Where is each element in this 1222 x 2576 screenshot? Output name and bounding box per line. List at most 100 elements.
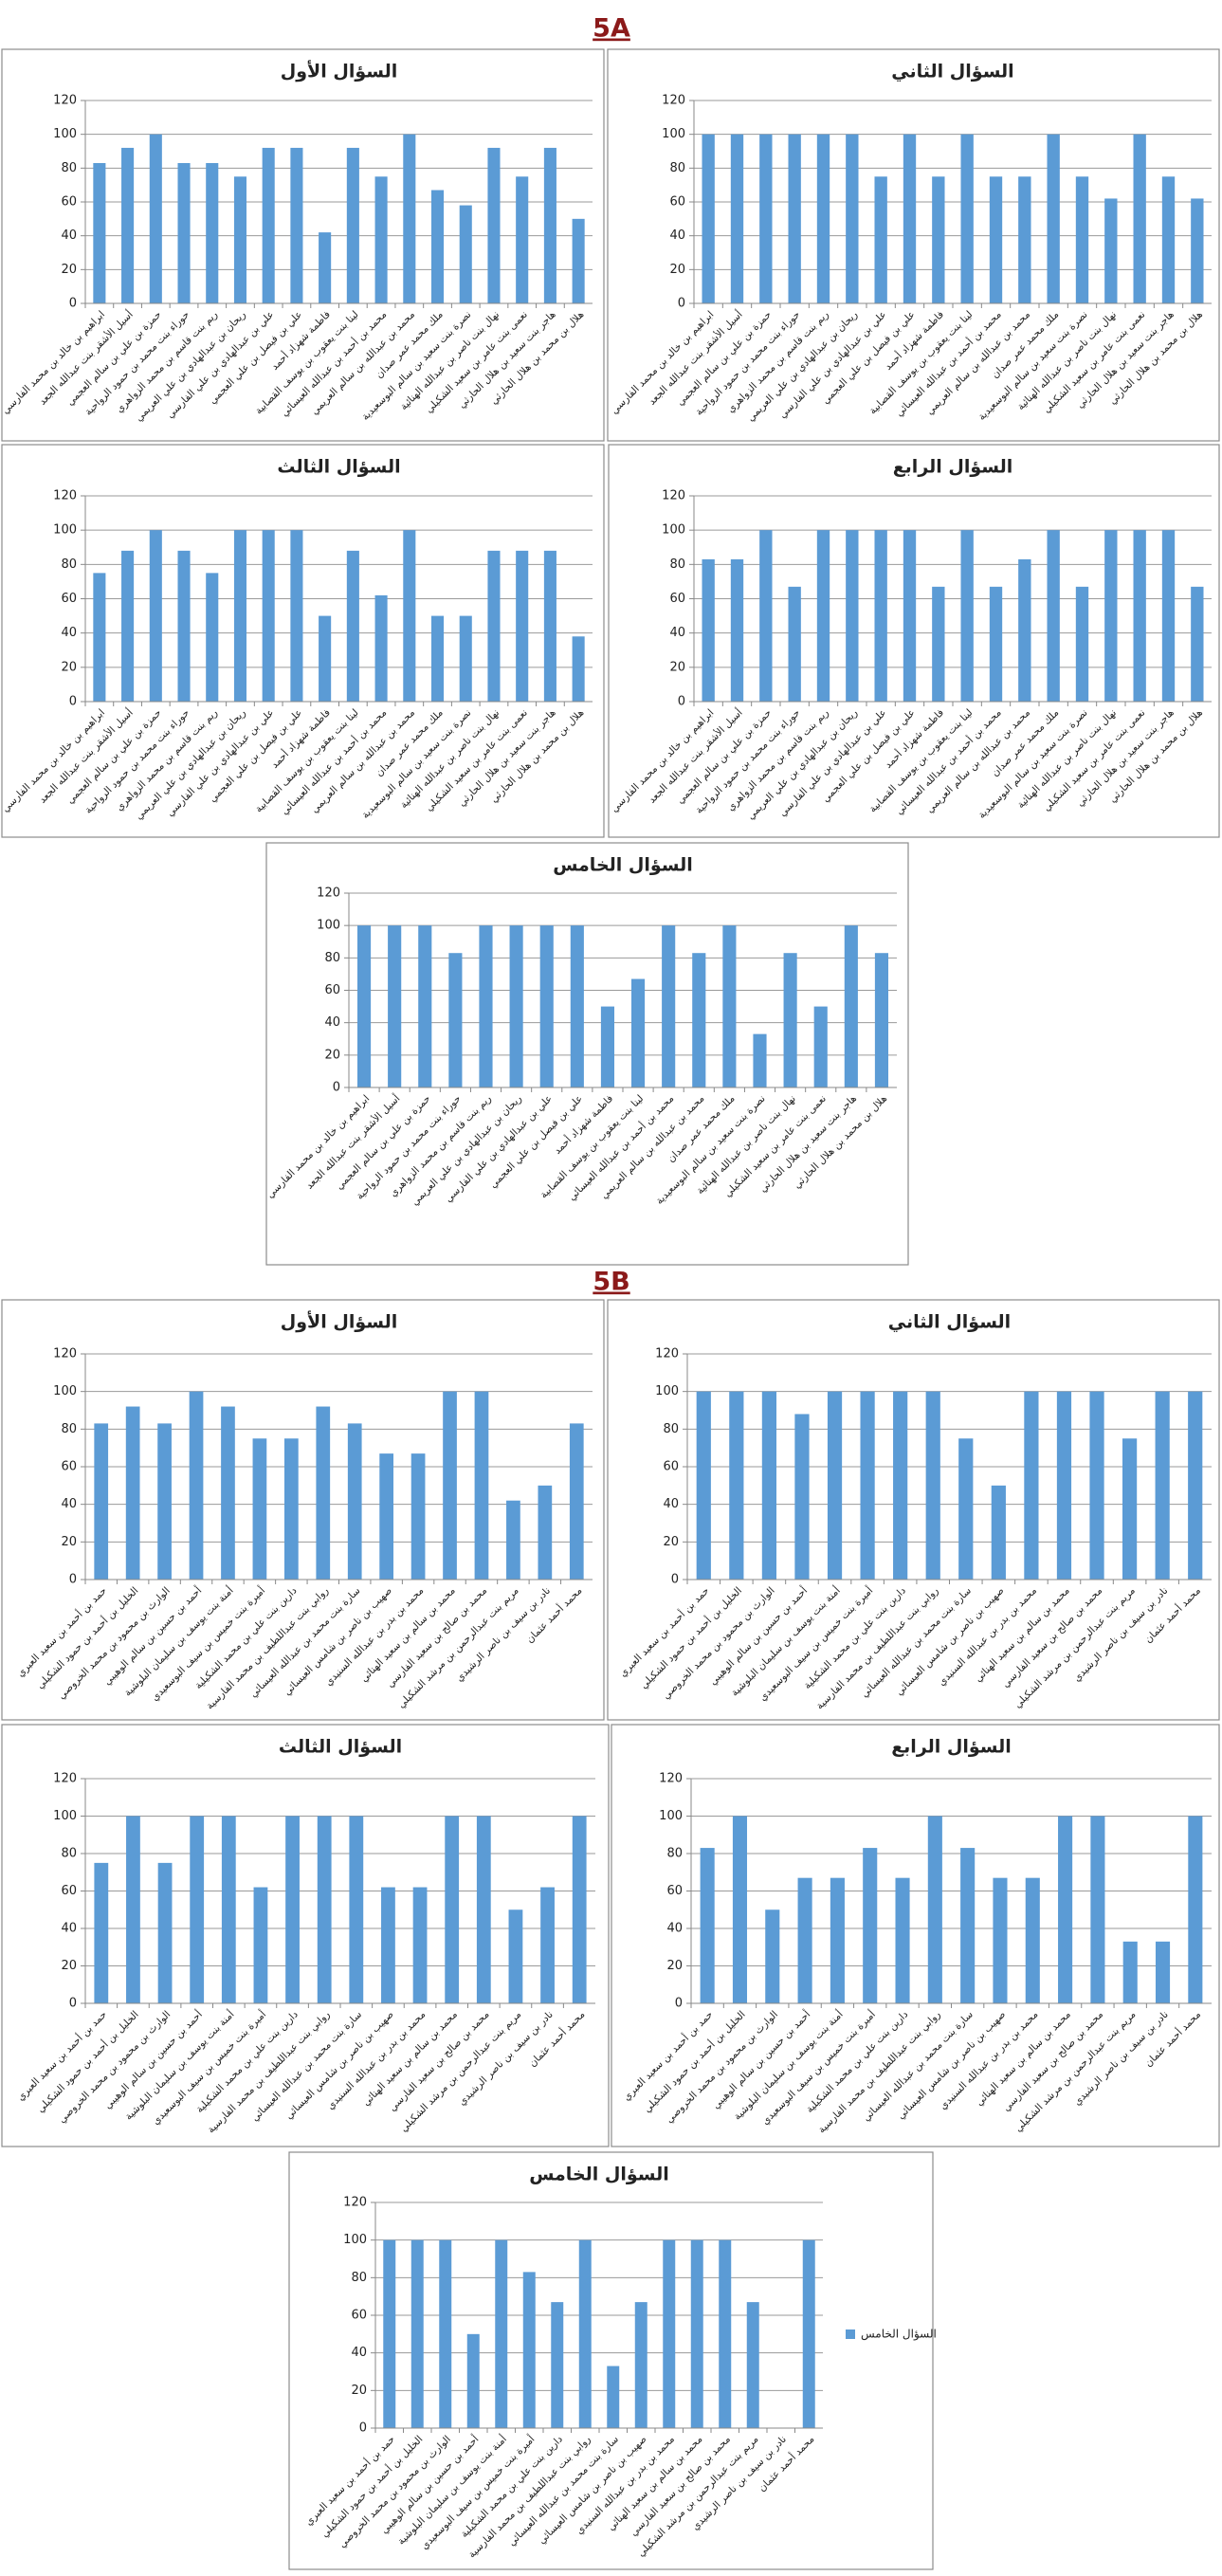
bar <box>1191 586 1204 702</box>
bar <box>874 176 887 303</box>
y-tick-label: 100 <box>659 1809 683 1823</box>
bar <box>753 1033 767 1087</box>
bar <box>379 1453 394 1580</box>
bar <box>374 176 388 303</box>
bar <box>290 147 303 303</box>
y-tick-label: 0 <box>678 695 685 709</box>
bar <box>121 550 135 702</box>
y-tick-label: 80 <box>61 1422 77 1436</box>
bar <box>149 530 162 702</box>
y-tick-label: 0 <box>69 1573 77 1587</box>
bar <box>874 953 889 1087</box>
bar <box>729 1391 744 1580</box>
chart-title: السؤال الأول <box>281 61 397 82</box>
y-tick-label: 80 <box>351 2271 367 2285</box>
bar <box>993 1877 1008 2003</box>
bar <box>932 586 945 702</box>
bar <box>177 550 191 702</box>
chart-frame <box>265 842 909 1266</box>
bar <box>1104 198 1118 303</box>
bar <box>206 162 219 303</box>
y-tick-label: 100 <box>317 919 340 933</box>
bar <box>448 953 463 1087</box>
y-tick-label: 20 <box>669 263 685 277</box>
bar <box>1155 1391 1170 1580</box>
bar <box>410 2239 424 2428</box>
y-tick-label: 40 <box>669 228 685 243</box>
bar <box>290 530 303 702</box>
legend-label: السؤال الخامس <box>861 2328 937 2342</box>
bar <box>262 147 275 303</box>
y-tick-label: 60 <box>666 1884 683 1898</box>
y-tick-label: 0 <box>671 1573 679 1587</box>
bar <box>459 205 472 303</box>
bar <box>863 1848 878 2003</box>
bar <box>989 586 1003 702</box>
y-tick-label: 100 <box>662 127 685 141</box>
bar <box>895 1877 910 2003</box>
bar <box>1161 176 1176 303</box>
y-tick-label: 120 <box>317 886 340 901</box>
bar <box>860 1391 875 1580</box>
y-tick-label: 20 <box>663 1535 679 1549</box>
section-heading: 5B <box>593 1268 629 1297</box>
y-tick-label: 100 <box>655 1384 679 1398</box>
bar <box>487 147 501 303</box>
bar <box>991 1485 1006 1580</box>
bar <box>874 530 887 702</box>
bar <box>374 594 388 702</box>
bar <box>233 530 247 702</box>
y-tick-label: 0 <box>69 695 77 709</box>
bar <box>381 1887 395 2003</box>
bar <box>262 530 275 702</box>
bar <box>696 1391 711 1580</box>
bar <box>634 2302 647 2428</box>
bar <box>663 2239 676 2428</box>
bar <box>816 134 830 303</box>
y-tick-label: 40 <box>666 1922 683 1936</box>
y-tick-label: 0 <box>678 297 685 311</box>
y-tick-label: 60 <box>669 195 685 210</box>
y-tick-label: 80 <box>61 557 77 572</box>
chart-title: السؤال الرابع <box>893 457 1013 478</box>
y-tick-label: 120 <box>53 1347 77 1361</box>
bar <box>569 1423 584 1580</box>
y-tick-label: 100 <box>343 2233 367 2247</box>
y-tick-label: 40 <box>324 1015 340 1030</box>
bar <box>94 1423 109 1580</box>
y-tick-label: 60 <box>663 1460 679 1474</box>
bar <box>285 1816 300 2003</box>
bar <box>1047 530 1060 702</box>
y-tick-label: 60 <box>324 983 340 997</box>
bar <box>1122 1438 1138 1580</box>
bar <box>844 925 858 1087</box>
bar <box>1047 134 1060 303</box>
chart-title: السؤال الخامس <box>529 2165 669 2185</box>
bar <box>412 1887 428 2003</box>
bar <box>93 162 106 303</box>
bar <box>157 1423 172 1580</box>
bar <box>572 1816 587 2003</box>
bar <box>570 925 584 1087</box>
bar <box>177 162 191 303</box>
bar <box>927 1816 942 2003</box>
bar <box>189 1391 204 1580</box>
bar <box>794 1414 810 1580</box>
bar <box>445 1816 460 2003</box>
y-tick-label: 20 <box>61 660 77 674</box>
bar <box>539 925 554 1087</box>
section-heading: 5A <box>593 14 630 44</box>
bar <box>722 925 737 1087</box>
bar <box>830 1877 845 2003</box>
bar <box>459 615 472 702</box>
y-tick-label: 100 <box>53 1384 77 1398</box>
y-tick-label: 0 <box>675 1997 683 2011</box>
bar <box>702 134 715 303</box>
y-tick-label: 100 <box>662 523 685 538</box>
y-tick-label: 20 <box>351 2384 367 2398</box>
y-tick-label: 100 <box>53 1809 77 1823</box>
